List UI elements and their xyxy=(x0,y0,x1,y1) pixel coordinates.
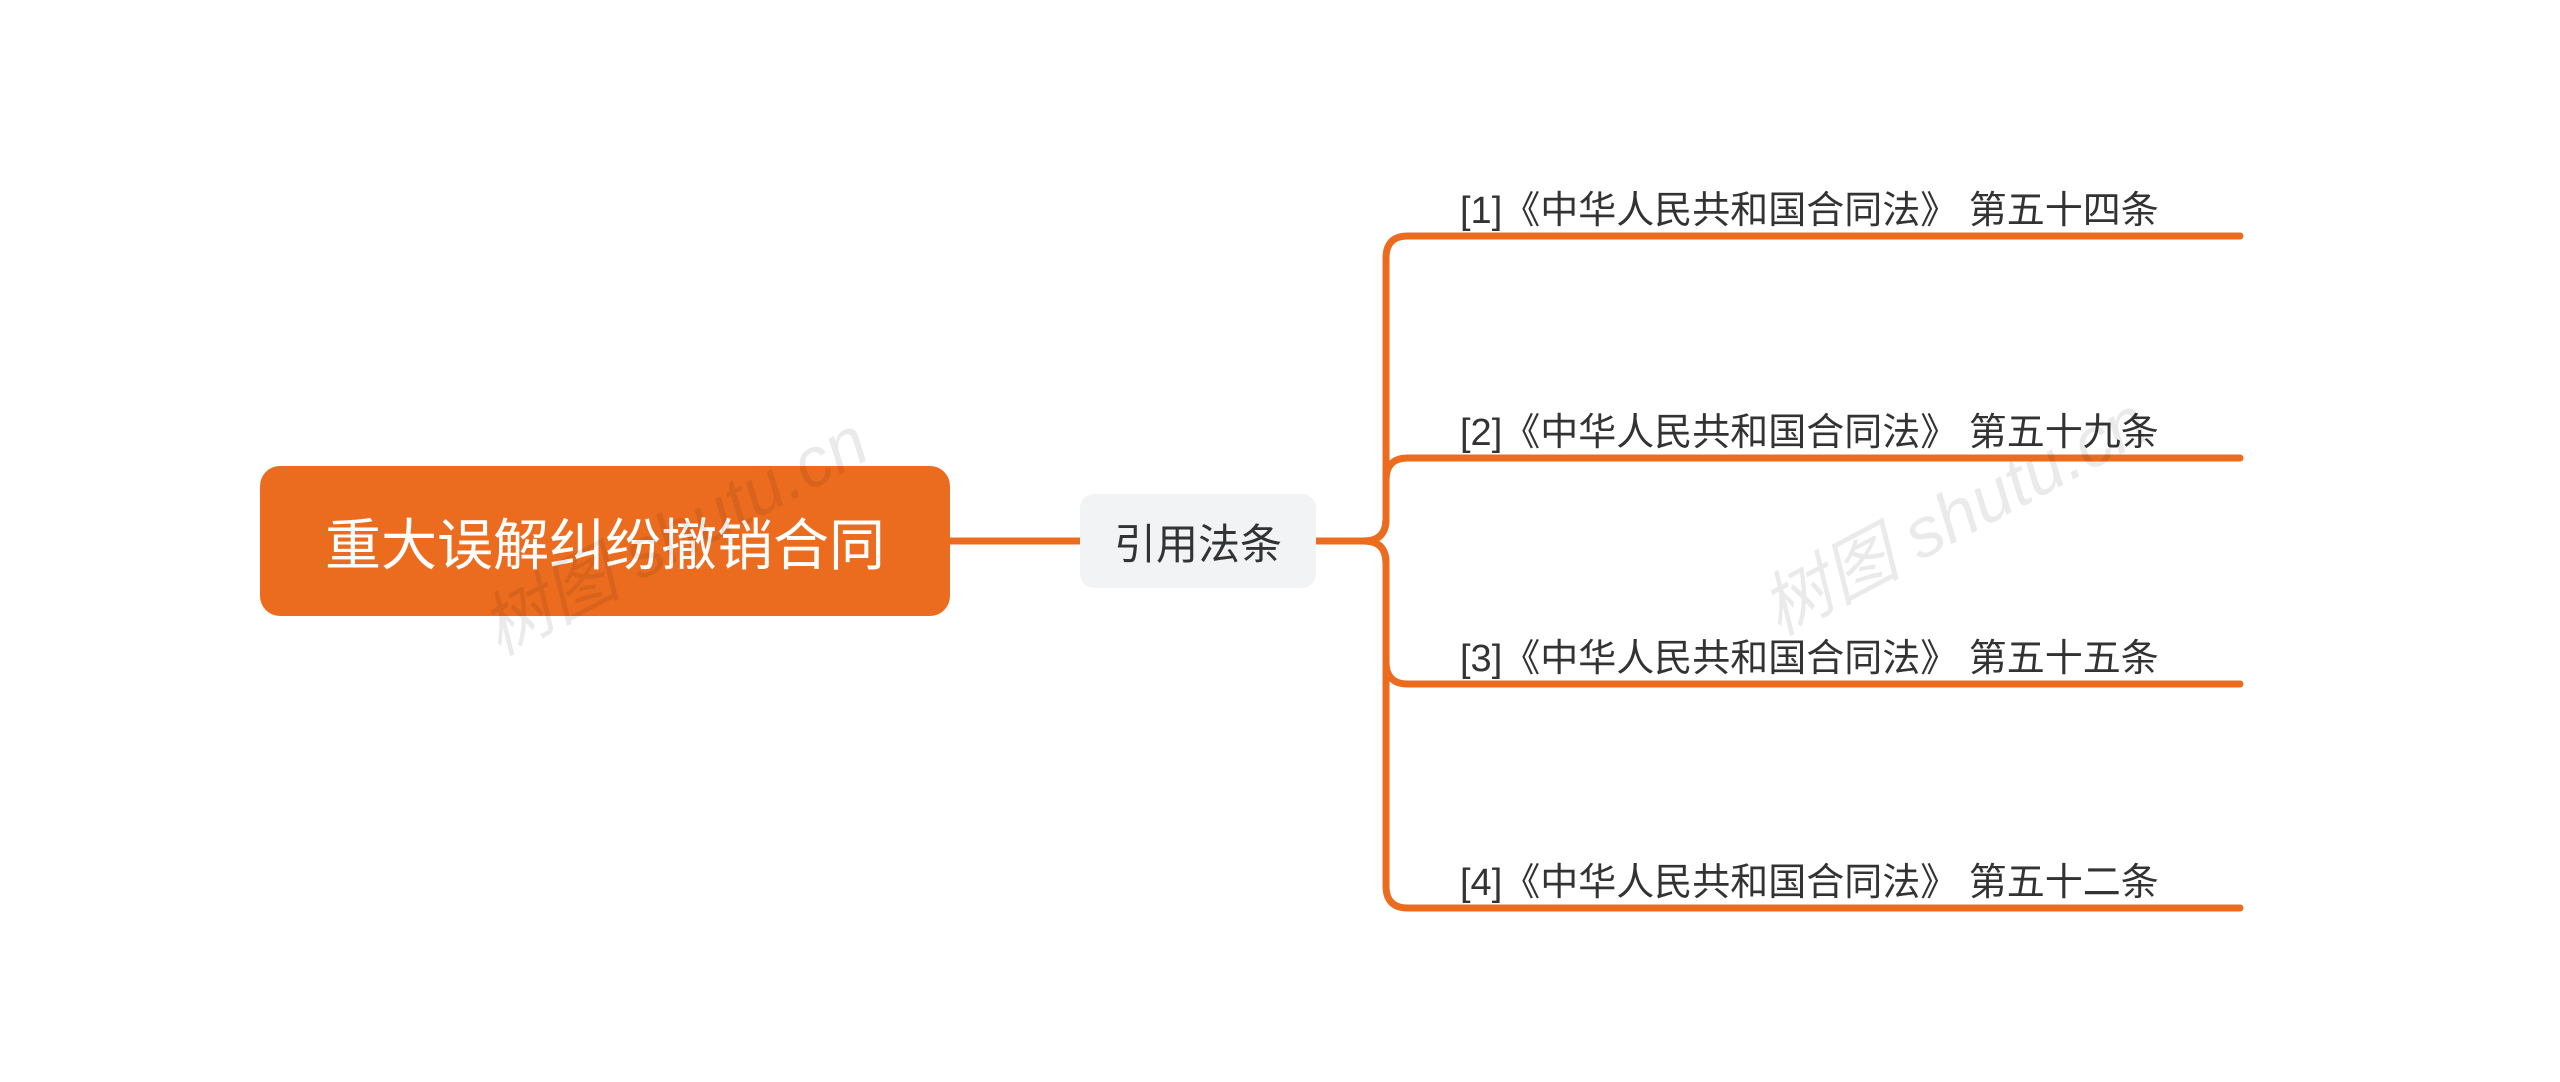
leaf-label: [3]《中华人民共和国合同法》 第五十五条 xyxy=(1460,627,2159,682)
root-node[interactable]: 重大误解纠纷撤销合同 xyxy=(260,466,950,616)
leaf-node-3[interactable]: [4]《中华人民共和国合同法》 第五十二条 xyxy=(1460,848,2240,908)
leaf-label: [4]《中华人民共和国合同法》 第五十二条 xyxy=(1460,851,2159,906)
leaf-label: [1]《中华人民共和国合同法》 第五十四条 xyxy=(1460,179,2159,234)
leaf-label: [2]《中华人民共和国合同法》 第五十九条 xyxy=(1460,401,2159,456)
leaf-node-0[interactable]: [1]《中华人民共和国合同法》 第五十四条 xyxy=(1460,176,2240,236)
mindmap-canvas: 重大误解纠纷撤销合同 引用法条 [1]《中华人民共和国合同法》 第五十四条 [2… xyxy=(0,0,2560,1082)
root-label: 重大误解纠纷撤销合同 xyxy=(325,501,885,582)
leaf-node-2[interactable]: [3]《中华人民共和国合同法》 第五十五条 xyxy=(1460,624,2240,684)
sub-node[interactable]: 引用法条 xyxy=(1080,494,1316,588)
sub-label: 引用法条 xyxy=(1114,511,1282,572)
leaf-node-1[interactable]: [2]《中华人民共和国合同法》 第五十九条 xyxy=(1460,398,2240,458)
